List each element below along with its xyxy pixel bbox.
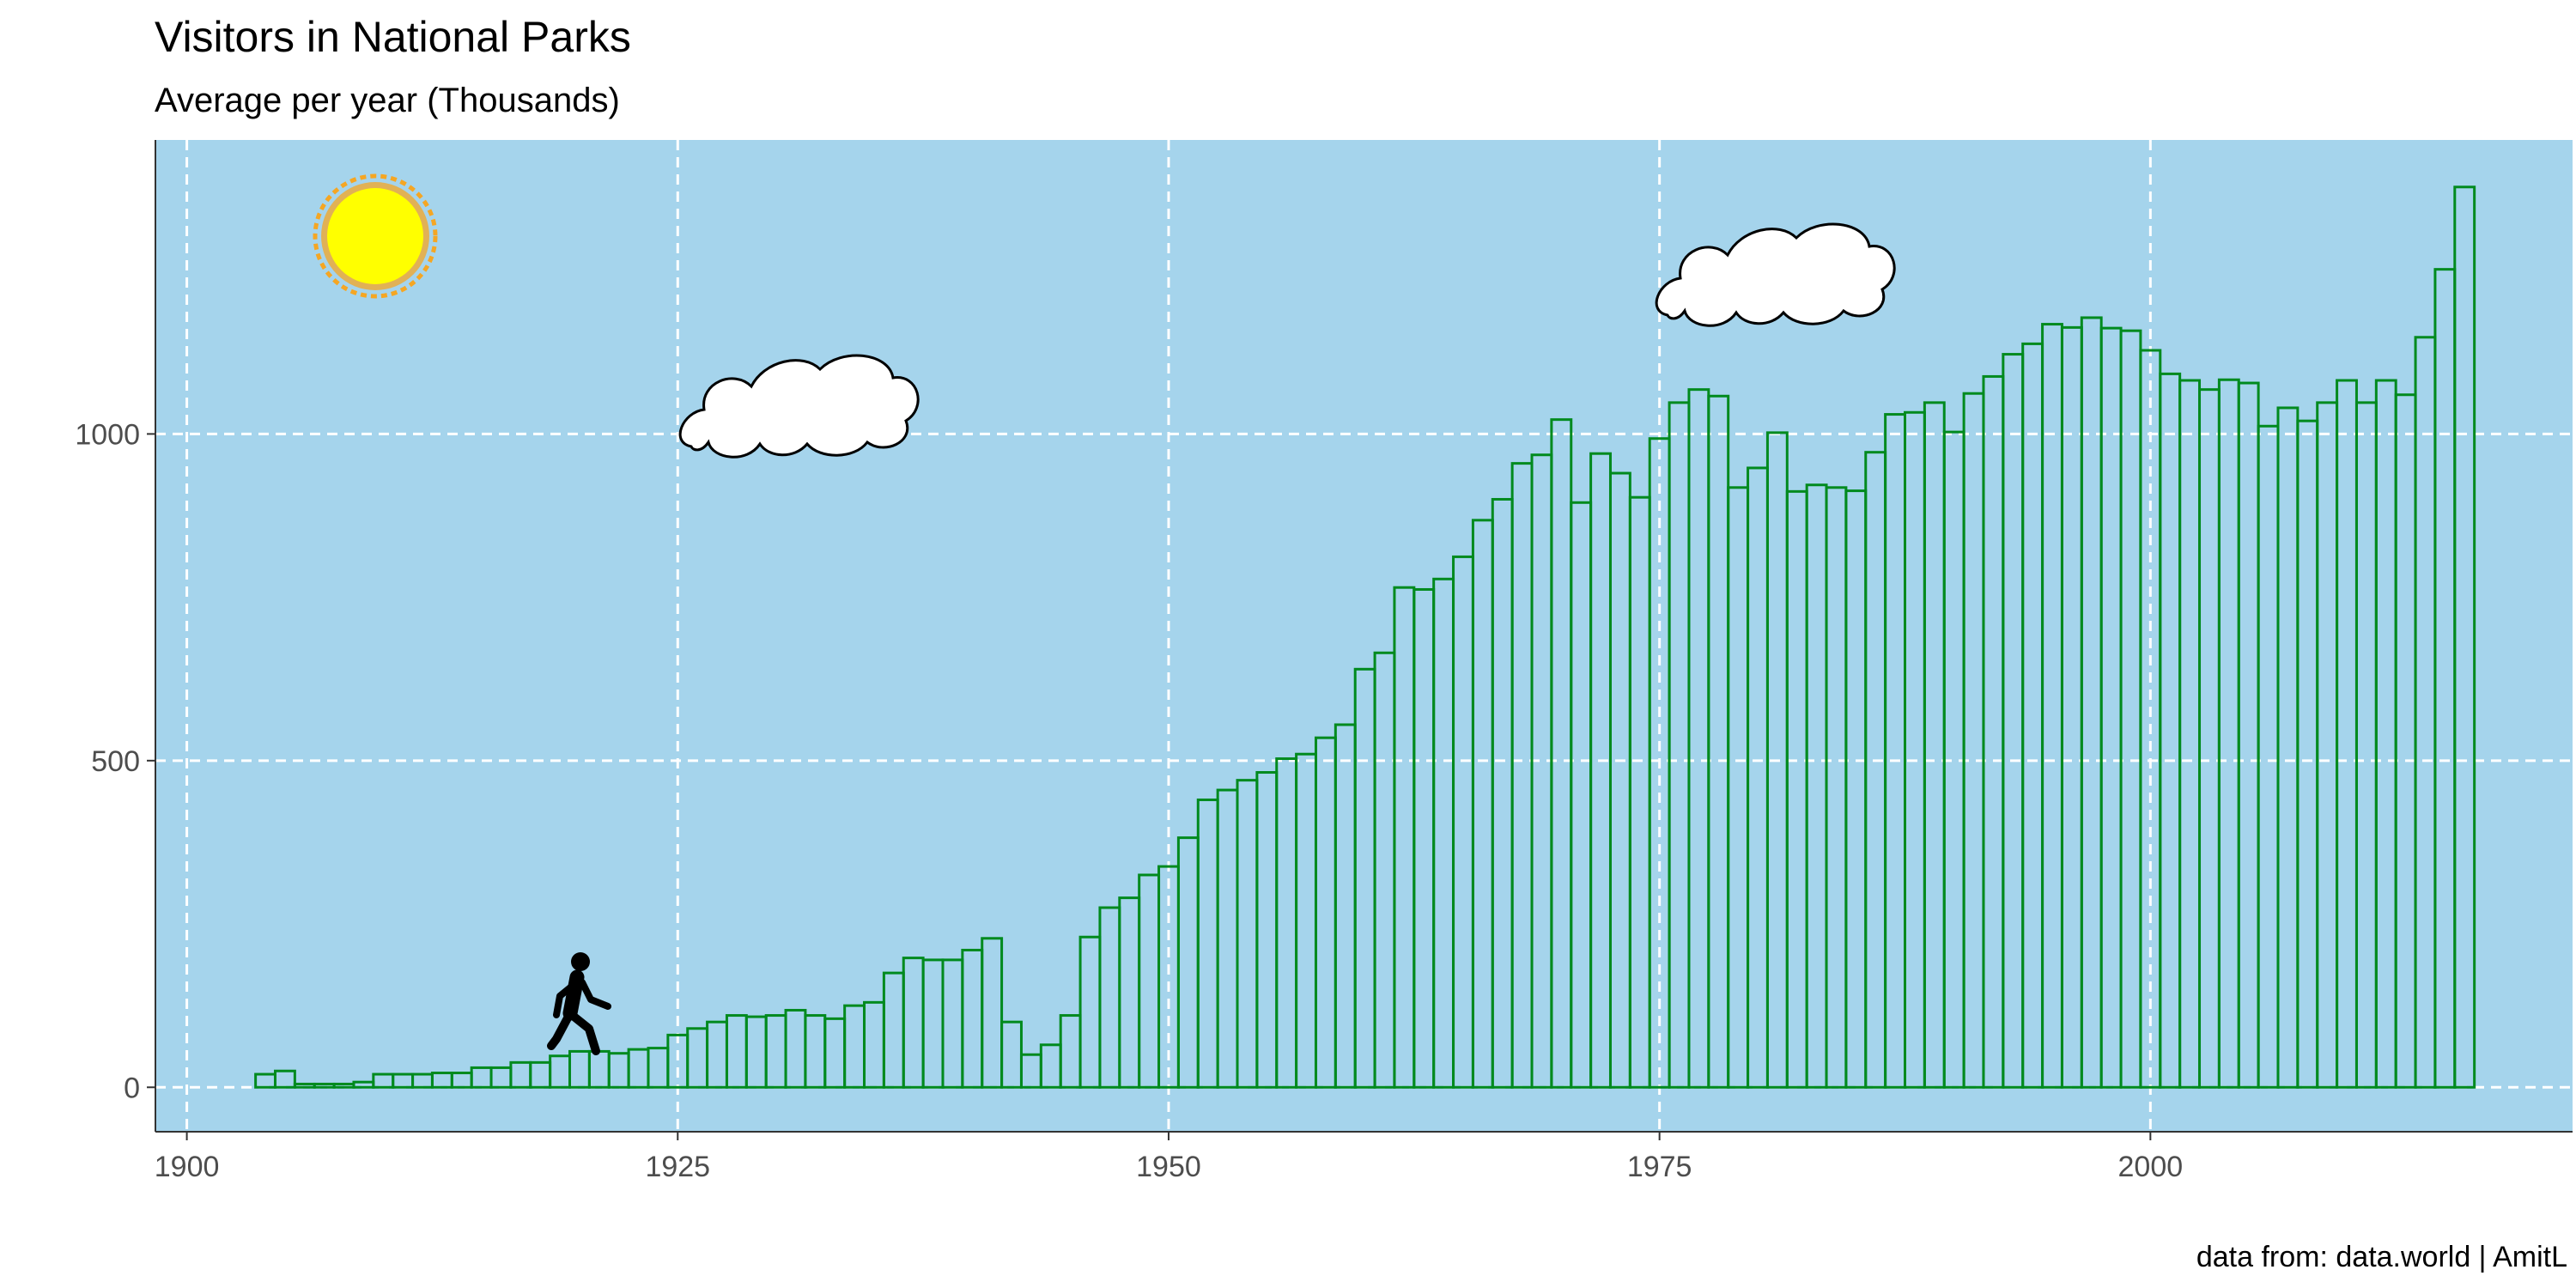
x-tick-label: 2000 bbox=[2118, 1151, 2184, 1183]
chart-caption: data from: data.world | AmitL bbox=[2196, 1241, 2567, 1273]
x-tick-label: 1950 bbox=[1136, 1151, 1201, 1183]
x-tick-label: 1900 bbox=[155, 1151, 220, 1183]
sun-icon bbox=[313, 173, 438, 299]
x-axis: 1900 1925 1950 1975 2000 bbox=[155, 1132, 2183, 1183]
walking-person-icon bbox=[547, 952, 611, 1055]
bar bbox=[2453, 185, 2476, 1089]
bar bbox=[981, 937, 1004, 1089]
y-tick-label: 1000 bbox=[75, 418, 140, 451]
plot-panel bbox=[155, 140, 2573, 1132]
y-tick-label: 0 bbox=[124, 1072, 140, 1104]
bars bbox=[254, 185, 2476, 1089]
x-tick-label: 1925 bbox=[645, 1151, 710, 1183]
y-tick-label: 500 bbox=[91, 745, 140, 778]
y-axis: 0 500 1000 bbox=[75, 418, 155, 1104]
chart-title: Visitors in National Parks bbox=[155, 13, 631, 61]
x-tick-label: 1975 bbox=[1627, 1151, 1692, 1183]
cloud-icon bbox=[678, 354, 920, 459]
bar bbox=[273, 1069, 296, 1089]
cloud-icon bbox=[1655, 222, 1896, 327]
chart-subtitle: Average per year (Thousands) bbox=[155, 82, 620, 119]
